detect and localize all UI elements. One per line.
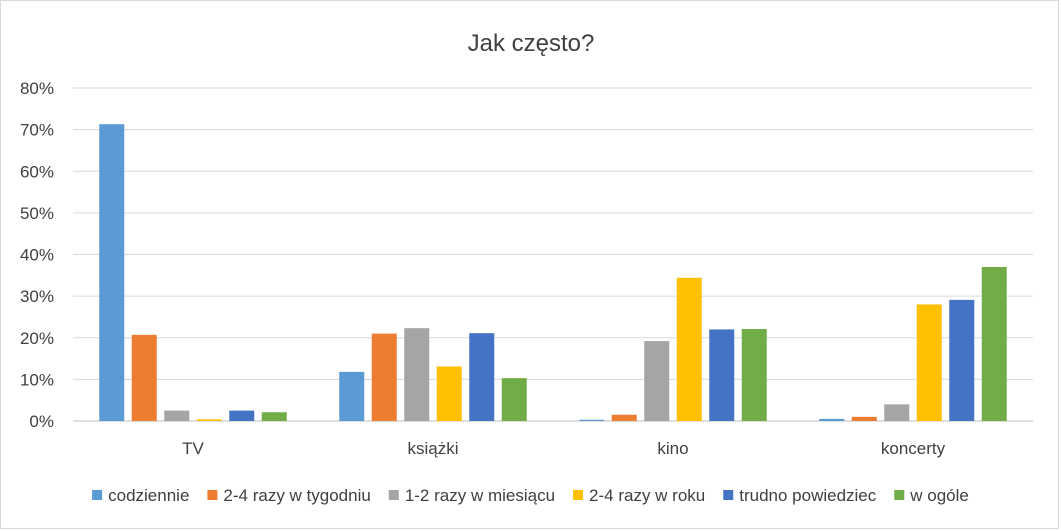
- legend: codziennie 2-4 razy w tygodniu 1-2 razy w …: [92, 486, 969, 505]
- bar: [676, 277, 702, 421]
- bar: [229, 410, 255, 421]
- bar: [436, 366, 462, 421]
- bar: [164, 410, 190, 421]
- legend-swatch: [388, 490, 399, 500]
- bar: [131, 334, 157, 421]
- bar: [579, 419, 605, 421]
- bar: [261, 412, 287, 421]
- gridlines: [73, 87, 1033, 422]
- x-tick-label: książki: [407, 439, 458, 458]
- bar: [981, 266, 1007, 421]
- bar: [709, 329, 735, 421]
- legend-label: 1-2 razy w miesiącu: [405, 486, 555, 505]
- y-tick-label: 70%: [20, 121, 54, 140]
- legend-label: 2-4 razy w roku: [589, 486, 705, 505]
- legend-item: 2-4 razy w tygodniu: [207, 486, 371, 505]
- legend-item: codziennie: [92, 486, 189, 505]
- y-tick-label: 80%: [20, 79, 54, 98]
- legend-item: 2-4 razy w roku: [573, 486, 705, 505]
- legend-label: trudno powiedziec: [739, 486, 877, 505]
- legend-swatch: [207, 490, 218, 500]
- bar: [949, 299, 975, 421]
- y-tick-label: 20%: [20, 329, 54, 348]
- y-tick-label: 0%: [29, 412, 54, 431]
- legend-swatch: [894, 490, 905, 500]
- chart-title: Jak często?: [468, 30, 595, 57]
- legend-item: 1-2 razy w miesiącu: [388, 486, 555, 505]
- bar: [99, 124, 125, 422]
- legend-swatch: [92, 490, 103, 500]
- bar: [884, 404, 910, 421]
- y-axis: 0% 10% 20% 30% 40% 50% 60% 70% 80%: [20, 79, 54, 431]
- bar: [501, 378, 527, 421]
- x-tick-label: koncerty: [881, 439, 946, 458]
- bar: [196, 419, 222, 421]
- legend-label: 2-4 razy w tygodniu: [223, 486, 370, 505]
- y-tick-label: 30%: [20, 287, 54, 306]
- legend-swatch: [723, 490, 734, 500]
- legend-swatch: [573, 490, 584, 500]
- legend-label: w ogóle: [909, 486, 969, 505]
- y-tick-label: 60%: [20, 162, 54, 181]
- bar: [611, 414, 637, 421]
- bar: [741, 329, 767, 421]
- x-tick-label: TV: [182, 439, 204, 458]
- bar: [404, 328, 430, 421]
- bar: [819, 418, 845, 421]
- bar: [916, 304, 942, 421]
- bar: [851, 416, 877, 421]
- y-tick-label: 50%: [20, 204, 54, 223]
- x-tick-label: kino: [657, 439, 688, 458]
- bars: [99, 124, 1007, 422]
- bar: [371, 333, 397, 421]
- y-tick-label: 10%: [20, 370, 54, 389]
- x-axis: TV książki kino koncerty: [182, 439, 945, 458]
- bar: [644, 341, 670, 421]
- legend-label: codziennie: [108, 486, 189, 505]
- y-tick-label: 40%: [20, 246, 54, 265]
- legend-item: trudno powiedziec: [723, 486, 877, 505]
- bar: [339, 371, 365, 421]
- bar: [469, 333, 495, 421]
- legend-item: w ogóle: [894, 486, 969, 505]
